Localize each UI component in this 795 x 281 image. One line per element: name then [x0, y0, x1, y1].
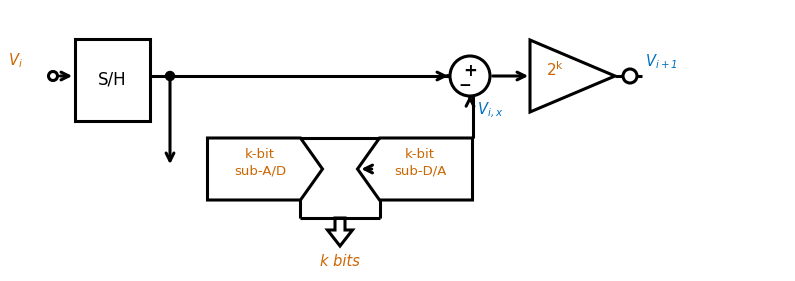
Text: +: + — [463, 62, 477, 80]
Polygon shape — [358, 138, 472, 200]
Bar — [75, 39, 150, 121]
Circle shape — [450, 56, 490, 96]
Text: $\mathregular{V_i}$: $\mathregular{V_i}$ — [8, 51, 23, 70]
Polygon shape — [207, 138, 323, 200]
Polygon shape — [328, 218, 352, 246]
Circle shape — [623, 69, 637, 83]
Circle shape — [165, 71, 174, 80]
Text: $\mathregular{2^k}$: $\mathregular{2^k}$ — [546, 61, 564, 79]
Text: k-bit
sub-D/A: k-bit sub-D/A — [394, 148, 446, 178]
Text: k bits: k bits — [320, 254, 360, 269]
Text: $\mathregular{V_{i+1}}$: $\mathregular{V_{i+1}}$ — [645, 52, 677, 71]
Circle shape — [48, 71, 57, 80]
Text: S/H: S/H — [99, 71, 127, 89]
Text: $\mathregular{V_{i,x}}$: $\mathregular{V_{i,x}}$ — [477, 101, 503, 120]
Polygon shape — [530, 40, 615, 112]
Text: −: − — [459, 78, 471, 92]
Text: k-bit
sub-A/D: k-bit sub-A/D — [234, 148, 286, 178]
